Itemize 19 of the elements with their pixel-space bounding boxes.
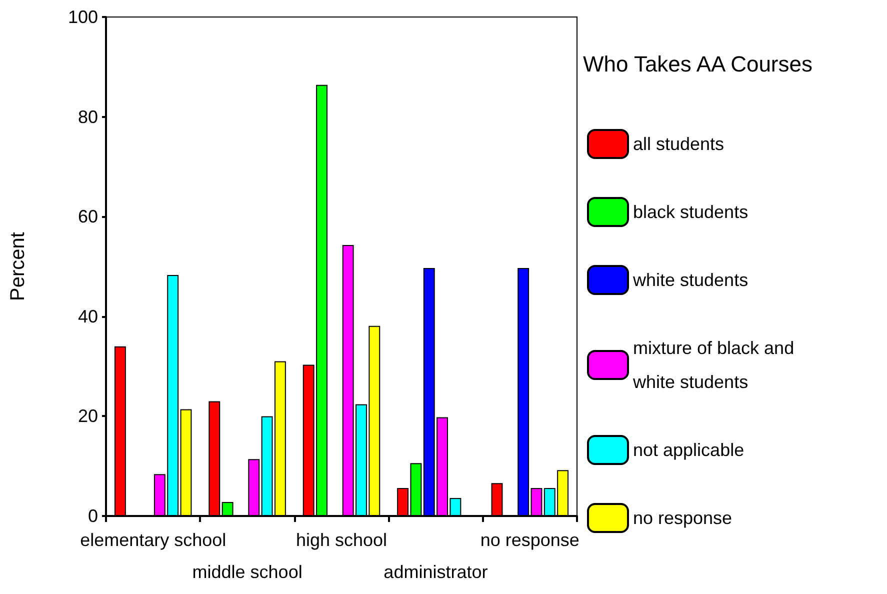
x-tick-label: no response xyxy=(480,530,580,550)
legend-label: mixture of black and white students xyxy=(632,338,800,392)
y-tick-label: 60 xyxy=(78,206,98,227)
x-tick-label: middle school xyxy=(192,562,302,582)
y-tick-label: 40 xyxy=(78,306,98,326)
x-tick-label: elementary school xyxy=(80,530,226,550)
legend-label: white students xyxy=(632,270,748,290)
y-tick-label: 0 xyxy=(88,506,98,526)
legend-title: Who Takes AA Courses xyxy=(583,52,812,76)
legend-label: black students xyxy=(633,202,748,222)
legend-label: no response xyxy=(633,508,732,528)
y-axis-title: Percent xyxy=(7,232,29,301)
x-tick-label: administrator xyxy=(384,562,488,582)
y-tick-label: 20 xyxy=(78,406,98,426)
x-tick-label: high school xyxy=(296,530,388,550)
y-tick-label: 80 xyxy=(78,106,98,127)
y-tick-label: 100 xyxy=(68,7,98,27)
legend-label: not applicable xyxy=(633,440,744,460)
legend-label: all students xyxy=(633,134,724,154)
